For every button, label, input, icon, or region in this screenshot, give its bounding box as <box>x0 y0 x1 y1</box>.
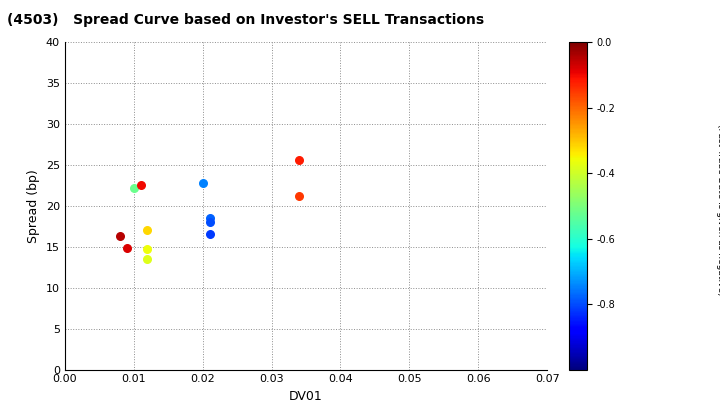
Point <box>204 215 215 221</box>
Point <box>142 227 153 234</box>
Point <box>204 219 215 226</box>
Point <box>197 179 208 186</box>
Text: Time in years between 5/2/2025 and Trade Date
(Past Trade Date is given as negat: Time in years between 5/2/2025 and Trade… <box>716 101 720 319</box>
Point <box>293 193 305 199</box>
X-axis label: DV01: DV01 <box>289 390 323 403</box>
Point <box>121 244 132 251</box>
Point <box>142 246 153 252</box>
Y-axis label: Spread (bp): Spread (bp) <box>27 169 40 243</box>
Point <box>114 233 126 239</box>
Point <box>142 256 153 262</box>
Point <box>204 231 215 238</box>
Text: (4503)   Spread Curve based on Investor's SELL Transactions: (4503) Spread Curve based on Investor's … <box>7 13 485 26</box>
Point <box>135 181 146 188</box>
Point <box>128 184 140 191</box>
Point <box>293 157 305 163</box>
